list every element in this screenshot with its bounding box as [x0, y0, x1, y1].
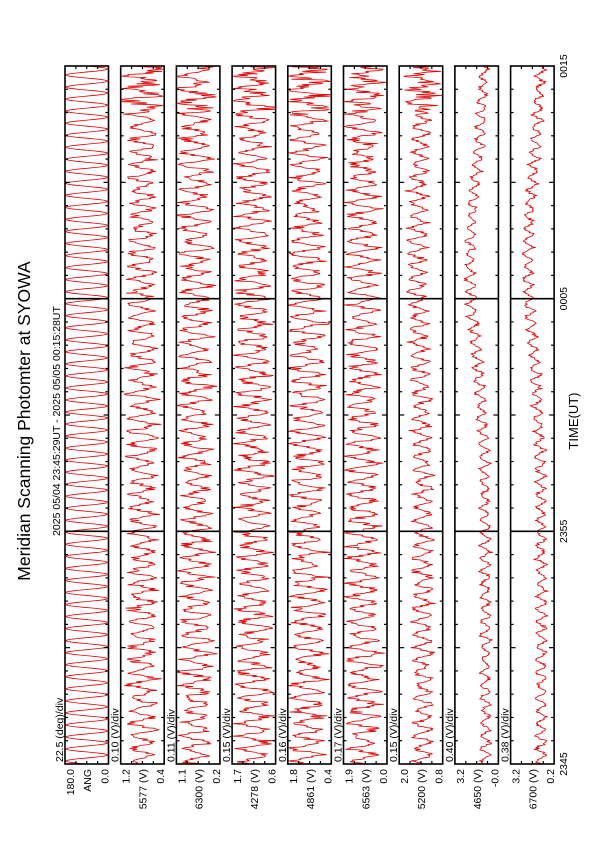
channel-label: 4861 (V)	[305, 769, 317, 809]
series-line-6700	[521, 65, 549, 764]
scale-label: 0.16 (V)/div	[277, 708, 289, 762]
scale-label: 0.11 (V)/div	[165, 708, 177, 762]
y-tick-label-min: 0.0	[100, 769, 112, 784]
x-tick-labels: 2345 2355 0005 0015	[558, 54, 570, 776]
panel-6300: 0.2 1.1 6300 (V) 0.11 (V)/div	[165, 65, 223, 809]
scale-label: 0.15 (V)/div	[388, 708, 400, 762]
series-line-6563	[344, 65, 387, 765]
scale-label: 0.17 (V)/div	[333, 708, 345, 762]
channel-label: ANG	[82, 769, 94, 792]
series-line-4278	[232, 65, 276, 765]
x-tick-label: 2345	[558, 752, 570, 776]
channel-label: 5200 (V)	[416, 769, 428, 809]
y-tick-label-max: 180.0	[65, 769, 77, 795]
channel-label: 6300 (V)	[193, 769, 205, 809]
y-tick-label-min: 0.6	[267, 769, 279, 784]
x-tick-label: 2355	[558, 519, 570, 543]
y-tick-label-min: 0.4	[155, 769, 167, 784]
scale-label: 0.15 (V)/div	[221, 708, 233, 762]
panel-4278: 0.6 1.7 4278 (V) 0.15 (V)/div	[221, 65, 279, 809]
x-tick-label: 0005	[558, 287, 570, 311]
scale-label: 0.40 (V)/div	[444, 708, 456, 762]
y-tick-label-max: 1.8	[288, 769, 300, 784]
x-axis-title: TIME(UT)	[566, 392, 581, 449]
y-tick-label-max: 1.7	[232, 769, 244, 784]
panel-frame	[454, 65, 500, 765]
series-line-6300	[176, 65, 218, 765]
series-line-4861	[288, 65, 331, 765]
scale-label: 0.10 (V)/div	[110, 708, 122, 762]
channel-label: 4650 (V)	[472, 769, 484, 809]
scale-label: 22.5 (deg)/div	[54, 697, 66, 762]
y-tick-label-max: 1.9	[344, 769, 356, 784]
panel-frame	[286, 65, 333, 765]
y-tick-label-max: 2.0	[399, 769, 411, 784]
panel-5577: 0.4 1.2 5577 (V) 0.10 (V)/div	[110, 65, 167, 809]
panel-5200: 0.8 2.0 5200 (V) 0.15 (V)/div	[388, 65, 446, 809]
channel-label: 6700 (V)	[528, 769, 540, 809]
y-tick-label-max: 3.2	[511, 769, 523, 784]
series-line-5200	[403, 65, 443, 765]
x-tick-label: 0015	[558, 54, 570, 78]
panel-ang: 0.0 180.0 ANG 22.5 (deg)/div	[54, 65, 112, 795]
y-tick-label-min: 0.2	[545, 769, 557, 784]
chart-title: Meridian Scanning Photomter at SYOWA	[14, 261, 34, 581]
series-line-ang	[65, 65, 108, 765]
y-tick-label-min: 0.0	[378, 769, 390, 784]
series-line-5577	[121, 65, 164, 765]
y-tick-label-min: 0.8	[434, 769, 446, 784]
y-tick-label-max: 1.2	[121, 769, 133, 784]
panel-4861: 0.4 1.8 4861 (V) 0.16 (V)/div	[277, 65, 334, 809]
panel-4650: -0.0 3.2 4650 (V) 0.40 (V)/div	[444, 65, 501, 809]
series-line-4650	[463, 65, 493, 765]
panel-frame	[231, 65, 277, 765]
y-tick-label-min: 0.4	[322, 769, 334, 784]
y-tick-label-max: 3.2	[455, 769, 467, 784]
channel-label: 5577 (V)	[138, 769, 150, 809]
rotated-chart-group: Meridian Scanning Photomter at SYOWA 202…	[14, 54, 581, 809]
y-tick-label-min: 0.2	[211, 769, 223, 784]
panel-frame	[509, 65, 555, 765]
y-tick-label-min: -0.0	[489, 769, 501, 787]
scale-label: 0.38 (V)/div	[500, 708, 512, 762]
panel-6700: 0.2 3.2 6700 (V) 0.38 (V)/div	[500, 65, 557, 809]
panel-6563: 0.0 1.9 6563 (V) 0.17 (V)/div	[333, 65, 390, 809]
channel-label: 6563 (V)	[361, 769, 373, 809]
channel-label: 4278 (V)	[249, 769, 261, 809]
panel-frame	[398, 65, 444, 765]
y-tick-label-max: 1.1	[176, 769, 188, 784]
time-range-label: 2025 05/04 23:45:29UT - 2025 05/05 00:15…	[51, 306, 63, 536]
